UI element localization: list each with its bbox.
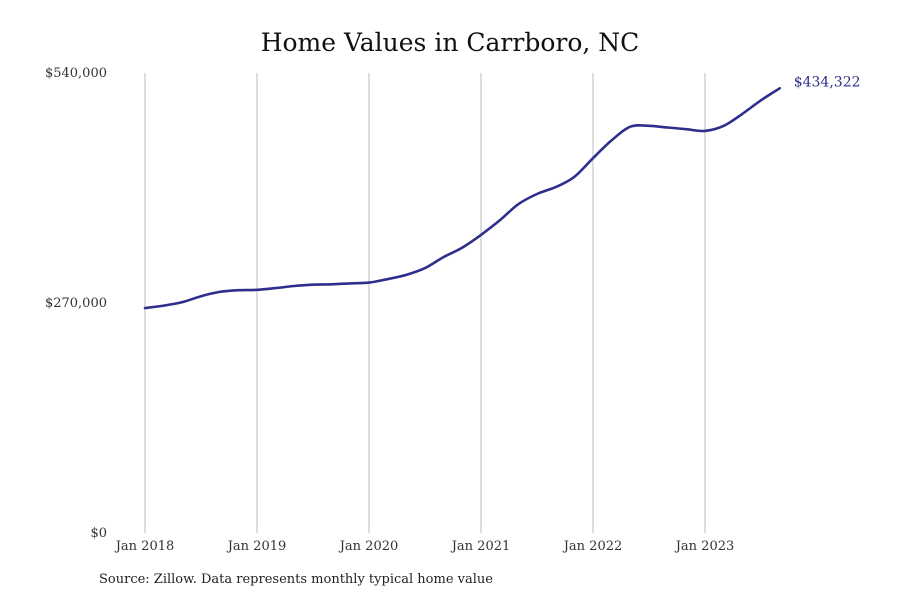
x-tick-label: Jan 2021 bbox=[450, 539, 511, 554]
y-axis: $0 $270,000 $540,000 bbox=[45, 66, 107, 541]
end-value-label: $434,322 bbox=[794, 74, 861, 90]
x-tick-label: Jan 2022 bbox=[562, 539, 623, 554]
x-axis: Jan 2018 Jan 2019 Jan 2020 Jan 2021 Jan 2022… bbox=[114, 539, 735, 554]
series-line bbox=[143, 87, 781, 310]
source-note: Source: Zillow. Data represents monthly … bbox=[99, 572, 493, 587]
x-tick-label: Jan 2018 bbox=[114, 539, 175, 554]
y-tick-label: $0 bbox=[90, 526, 107, 541]
chart-title: Home Values in Carrboro, NC bbox=[260, 28, 640, 57]
y-tick-label: $540,000 bbox=[45, 66, 107, 81]
x-tick-label: Jan 2020 bbox=[338, 539, 399, 554]
x-tick-label: Jan 2019 bbox=[226, 539, 287, 554]
y-tick-label: $270,000 bbox=[45, 296, 107, 311]
grid-layer bbox=[144, 73, 706, 533]
x-tick-label: Jan 2023 bbox=[674, 539, 735, 554]
